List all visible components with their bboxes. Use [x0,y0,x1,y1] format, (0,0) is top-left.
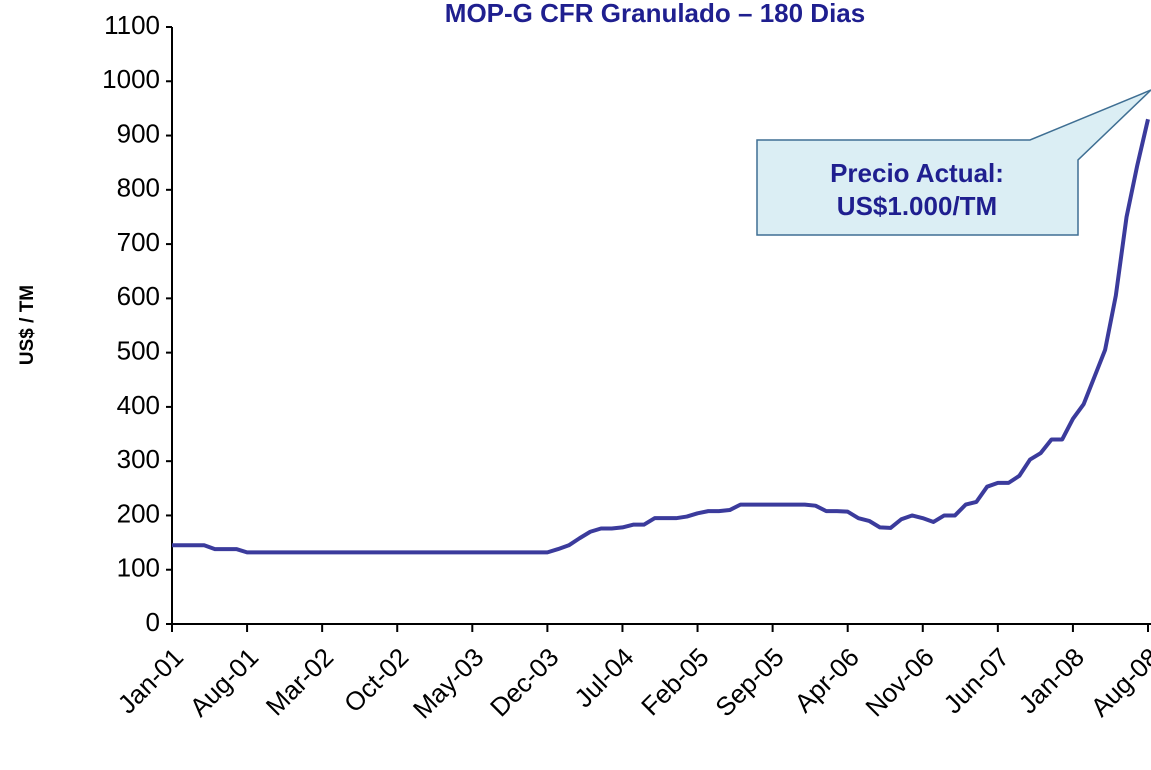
callout: Precio Actual: US$1.000/TM [756,89,1151,236]
y-tick-label: 1000 [102,64,160,94]
x-tick-label: Aug-08 [1085,642,1151,722]
y-tick-label: 500 [117,336,160,366]
y-tick-label: 300 [117,444,160,474]
y-tick-label: 1100 [104,10,160,40]
y-tick-label: 400 [117,390,160,420]
x-tick-label: Sep-05 [709,642,789,722]
x-tick-label: Jan-08 [1013,642,1090,719]
x-tick-label: May-03 [407,642,490,725]
y-tick-label: 700 [117,227,160,257]
y-tick-label: 200 [117,498,160,528]
y-tick-label: 600 [117,281,160,311]
x-tick-label: Apr-06 [788,642,864,718]
y-tick-label: 0 [146,607,160,637]
data-line [172,118,1150,555]
y-tick-label: 800 [117,173,160,203]
x-tick-label: Aug-01 [184,642,264,722]
x-tick-label: Jul-04 [568,642,639,713]
x-tick-label: Nov-06 [859,642,939,722]
callout-text: US$1.000/TM [837,191,997,221]
chart-title: MOP-G CFR Granulado – 180 Dias [445,0,865,28]
callout-box [756,89,1151,236]
y-tick-label: 100 [117,553,160,583]
callout-text: Precio Actual: [830,158,1004,188]
x-tick-label: Dec-03 [484,642,564,722]
x-tick-label: Mar-02 [260,642,339,721]
x-tick-label: Jan-01 [112,642,189,719]
x-tick-label: Feb-05 [635,642,714,721]
x-tick-label: Jun-07 [938,642,1015,719]
y-tick-label: 900 [117,118,160,148]
y-axis-label: US$ / TM [17,285,38,365]
x-tick-label: Oct-02 [338,642,414,718]
